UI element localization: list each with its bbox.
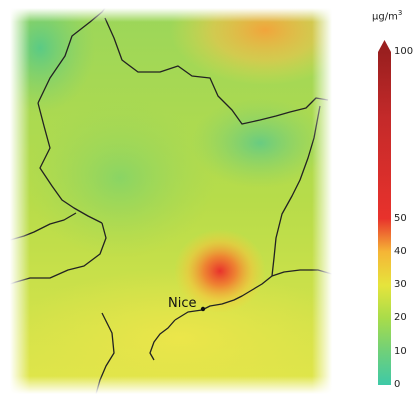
colorbar-tick-label: 20	[394, 312, 407, 324]
edge-fade-left	[10, 8, 30, 394]
city-label: Nice	[168, 296, 196, 311]
central-low-zone	[25, 98, 215, 258]
city-hotspot	[174, 229, 266, 313]
north-high-zone	[170, 8, 332, 85]
colorbar-tick-label: 50	[394, 212, 407, 224]
colorbar	[378, 40, 391, 385]
legend-unit-label: µg/m3	[372, 9, 403, 23]
colorbar-tick-label: 30	[394, 279, 407, 291]
colorbar-tick-label: 40	[394, 245, 407, 257]
edge-fade-bottom	[10, 376, 332, 394]
colorbar-tick-label: 100	[394, 46, 414, 57]
color-legend: µg/m3 100 50 40 30 20 10 0	[372, 0, 415, 394]
concentration-map: Nice	[10, 8, 332, 394]
colorbar-tick-label: 0	[394, 379, 401, 390]
western-border	[37, 102, 103, 224]
colorbar-tick-label: 10	[394, 345, 407, 357]
northern-border	[104, 17, 329, 125]
colorbar-gradient	[378, 52, 391, 385]
colorbar-max-arrow	[378, 40, 391, 52]
east-low-zone	[190, 98, 330, 188]
map-canvas: Nice	[10, 8, 332, 394]
edge-fade-top	[10, 8, 332, 22]
coastline-west	[149, 319, 176, 361]
edge-fade-right	[312, 8, 332, 394]
city-marker	[200, 306, 206, 312]
